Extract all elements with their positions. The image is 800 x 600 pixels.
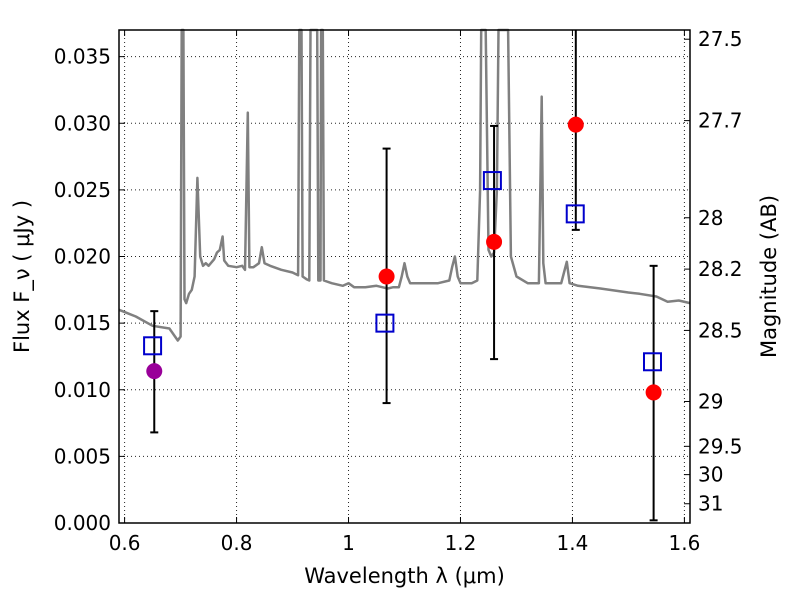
y-axis-label: Flux F_ν ( μJy ) xyxy=(10,200,35,353)
y-tick-label: 0.000 xyxy=(54,511,111,535)
y-tick-label: 0.010 xyxy=(54,378,111,402)
x-tick-label: 1.2 xyxy=(445,531,477,555)
y2-tick-label: 31 xyxy=(698,492,723,516)
x-tick-label: 0.8 xyxy=(221,531,253,555)
model-photometry-square xyxy=(482,171,502,191)
y2-tick-label: 27.5 xyxy=(698,27,743,51)
y-tick-label: 0.015 xyxy=(54,311,111,335)
photometry-point xyxy=(378,268,395,285)
model-spectrum xyxy=(118,28,691,342)
photometry-point xyxy=(567,116,584,133)
y2-tick-label: 27.7 xyxy=(698,109,743,133)
plot-frame xyxy=(118,29,691,524)
photometry-point xyxy=(146,363,163,380)
x-tick-label: 1.4 xyxy=(557,531,589,555)
x-tick-label: 0.6 xyxy=(109,531,141,555)
y-tick-label: 0.020 xyxy=(54,245,111,269)
y2-tick-label: 28.5 xyxy=(698,318,743,342)
x-tick-label: 1.6 xyxy=(668,531,700,555)
model-photometry-square xyxy=(565,204,585,224)
model-spectrum-line xyxy=(118,28,691,342)
grid xyxy=(119,30,690,523)
y-tick-label: 0.005 xyxy=(54,444,111,468)
error-bars xyxy=(150,30,658,522)
y2-tick-label: 28.2 xyxy=(698,257,743,281)
y2-tick-label: 30 xyxy=(698,463,723,487)
y-tick-label: 0.030 xyxy=(54,111,111,135)
photometry-point xyxy=(486,233,503,250)
y2-tick-label: 29.5 xyxy=(698,434,743,458)
photometry-point xyxy=(645,384,662,401)
x-axis-label: Wavelength λ (μm) xyxy=(304,564,505,588)
y-tick-label: 0.025 xyxy=(54,178,111,202)
model-photometry-square xyxy=(143,336,163,356)
y2-tick-label: 29 xyxy=(698,389,723,413)
model-photometry-square xyxy=(642,352,662,372)
y-tick-label: 0.035 xyxy=(54,45,111,69)
ticks: 0.6 0.8 1 1.2 1.4 1.6 0.000 0.005 0.010 0.015 0.02… xyxy=(54,27,743,555)
data-markers xyxy=(143,116,662,401)
y2-axis-label: Magnitude (AB) xyxy=(757,195,781,358)
model-photometry-square xyxy=(375,313,395,333)
y2-tick-label: 28 xyxy=(698,206,723,230)
x-tick-label: 1 xyxy=(342,531,355,555)
